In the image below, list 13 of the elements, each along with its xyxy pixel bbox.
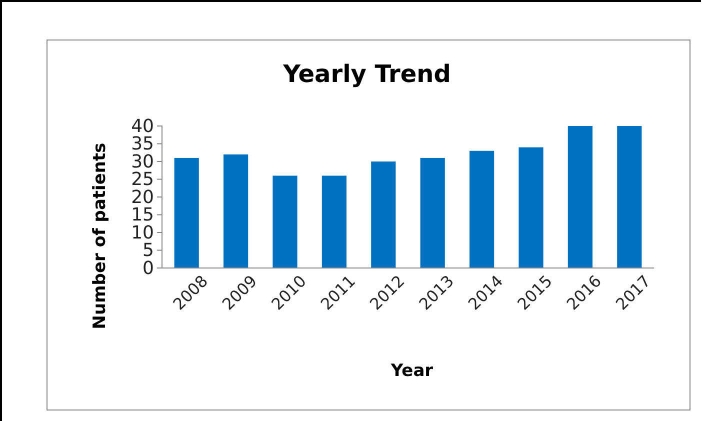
bar xyxy=(617,126,642,268)
bar xyxy=(371,162,396,268)
x-axis-title: Year xyxy=(390,361,434,381)
chart-title: Yearly Trend xyxy=(282,60,451,88)
bar xyxy=(174,158,199,268)
bar xyxy=(420,158,445,268)
bar xyxy=(470,150,494,268)
bar xyxy=(224,154,248,268)
bar xyxy=(518,147,544,268)
bar xyxy=(272,176,298,268)
bar xyxy=(322,176,346,268)
bar xyxy=(568,126,592,268)
y-axis-title: Number of patients xyxy=(90,142,110,330)
